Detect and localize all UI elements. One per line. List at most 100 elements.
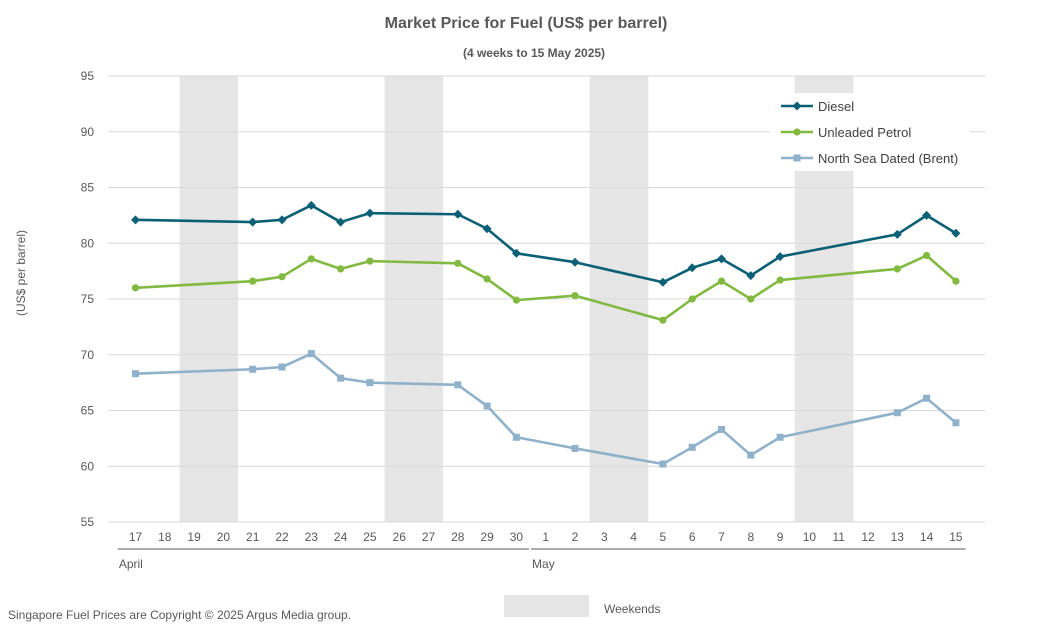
- x-tick-label: 18: [158, 530, 172, 544]
- data-point-unleaded-petrol: [659, 316, 667, 324]
- data-point-unleaded-petrol: [249, 277, 257, 285]
- series-unleaded-petrol: [131, 251, 960, 324]
- data-point-unleaded-petrol: [454, 259, 462, 267]
- x-tick-label: 12: [861, 530, 875, 544]
- data-point-unleaded-petrol: [307, 255, 315, 263]
- x-tick-label: 15: [949, 530, 963, 544]
- x-tick-label: 30: [510, 530, 524, 544]
- data-point-diesel: [746, 271, 756, 281]
- data-point-north-sea-dated-brent: [688, 443, 696, 451]
- x-tick-label: 8: [747, 530, 754, 544]
- data-point-north-sea-dated-brent: [952, 419, 960, 427]
- data-point-diesel: [658, 277, 668, 287]
- data-point-diesel: [365, 208, 375, 218]
- x-tick-label: 11: [832, 530, 845, 544]
- legend-marker-unleaded-petrol: [793, 128, 801, 136]
- x-axis: 17 18 19 20 21 22 23 24 25 26 27 28 29 30 1 2 3 4 5 6 7 8 9 10 1…: [108, 521, 985, 571]
- y-tick-label: 60: [81, 459, 95, 473]
- series-line-diesel: [135, 204, 957, 284]
- x-tick-label: 13: [891, 530, 905, 544]
- chart-subtitle: (4 weeks to 15 May 2025): [463, 46, 605, 60]
- data-point-diesel: [131, 215, 140, 225]
- x-tick-label: 14: [920, 530, 934, 544]
- series-line-unleaded-petrol: [135, 254, 957, 322]
- data-point-north-sea-dated-brent: [659, 460, 667, 468]
- data-point-diesel: [775, 252, 785, 262]
- data-point-unleaded-petrol: [337, 265, 345, 273]
- x-tick-label: 23: [305, 530, 319, 544]
- x-tick-label: 25: [363, 530, 377, 544]
- copyright-footer: Singapore Fuel Prices are Copyright © 20…: [8, 608, 352, 622]
- weekends-legend-label: Weekends: [604, 602, 660, 616]
- data-point-unleaded-petrol: [776, 276, 784, 284]
- data-point-north-sea-dated-brent: [893, 409, 901, 417]
- y-axis-label: (US$ per barrel): [14, 230, 28, 316]
- series-line-north-sea-dated-brent: [135, 352, 957, 466]
- x-tick-label: 21: [246, 530, 260, 544]
- chart-title: Market Price for Fuel (US$ per barrel): [385, 15, 668, 32]
- legend-label-unleaded-petrol: Unleaded Petrol: [818, 125, 911, 140]
- data-point-unleaded-petrol: [278, 273, 286, 281]
- y-tick-label: 70: [81, 348, 95, 362]
- data-point-unleaded-petrol: [688, 295, 696, 303]
- data-point-north-sea-dated-brent: [718, 425, 725, 433]
- data-point-diesel: [453, 209, 463, 219]
- x-tick-label: 7: [718, 530, 725, 544]
- x-tick-label: 1: [542, 530, 549, 544]
- data-point-diesel: [306, 200, 316, 210]
- x-tick-label: 17: [129, 530, 143, 544]
- weekends-legend-swatch: [504, 595, 589, 617]
- x-tick-label: 6: [689, 530, 696, 544]
- data-point-unleaded-petrol: [893, 265, 901, 273]
- data-point-diesel: [248, 217, 258, 227]
- y-tick-label: 85: [81, 181, 95, 195]
- y-tick-label: 65: [81, 404, 95, 418]
- data-point-unleaded-petrol: [131, 284, 140, 292]
- x-tick-label: 19: [187, 530, 201, 544]
- x-tick-label: 29: [480, 530, 494, 544]
- data-point-diesel: [277, 215, 287, 225]
- data-point-diesel: [687, 263, 697, 273]
- y-tick-label: 55: [81, 515, 95, 529]
- y-tick-label: 75: [81, 292, 95, 306]
- x-tick-label: 3: [601, 530, 608, 544]
- y-axis: 55 60 65 70 75 80 85 90 95: [81, 69, 95, 529]
- data-point-north-sea-dated-brent: [512, 433, 520, 441]
- legend-label-diesel: Diesel: [818, 99, 854, 114]
- data-point-north-sea-dated-brent: [571, 444, 579, 452]
- legend-marker-north-sea-dated-brent: [793, 154, 801, 162]
- data-point-unleaded-petrol: [952, 277, 960, 285]
- x-tick-label: 9: [777, 530, 784, 544]
- data-point-north-sea-dated-brent: [483, 402, 491, 410]
- x-tick-label: 28: [451, 530, 465, 544]
- data-point-north-sea-dated-brent: [278, 363, 286, 371]
- legend-label-north-sea-dated-brent: North Sea Dated (Brent): [818, 151, 958, 166]
- x-tick-label: 5: [660, 530, 667, 544]
- data-point-north-sea-dated-brent: [249, 365, 257, 373]
- data-point-north-sea-dated-brent: [337, 374, 345, 382]
- x-tick-label: 4: [630, 530, 637, 544]
- x-tick-label: 26: [393, 530, 407, 544]
- data-point-north-sea-dated-brent: [747, 451, 755, 459]
- x-tick-label: 27: [422, 530, 436, 544]
- data-point-diesel: [336, 217, 346, 227]
- legend-marker-diesel: [792, 101, 802, 111]
- data-point-north-sea-dated-brent: [923, 394, 931, 402]
- data-point-unleaded-petrol: [512, 296, 521, 304]
- data-point-north-sea-dated-brent: [454, 381, 462, 389]
- x-tick-label: 2: [572, 530, 579, 544]
- data-point-unleaded-petrol: [923, 251, 931, 260]
- x-tick-label: 24: [334, 530, 348, 544]
- month-label-may: May: [532, 557, 555, 571]
- legend: Diesel Unleaded Petrol North Sea Dated (Br…: [770, 93, 970, 171]
- data-point-north-sea-dated-brent: [366, 379, 374, 387]
- data-point-north-sea-dated-brent: [307, 350, 315, 358]
- data-point-diesel: [951, 228, 961, 238]
- data-point-diesel: [511, 248, 521, 258]
- data-point-unleaded-petrol: [717, 277, 726, 285]
- data-point-unleaded-petrol: [366, 257, 374, 265]
- month-label-april: April: [119, 557, 143, 571]
- y-tick-label: 80: [81, 236, 95, 250]
- series-diesel: [131, 200, 961, 287]
